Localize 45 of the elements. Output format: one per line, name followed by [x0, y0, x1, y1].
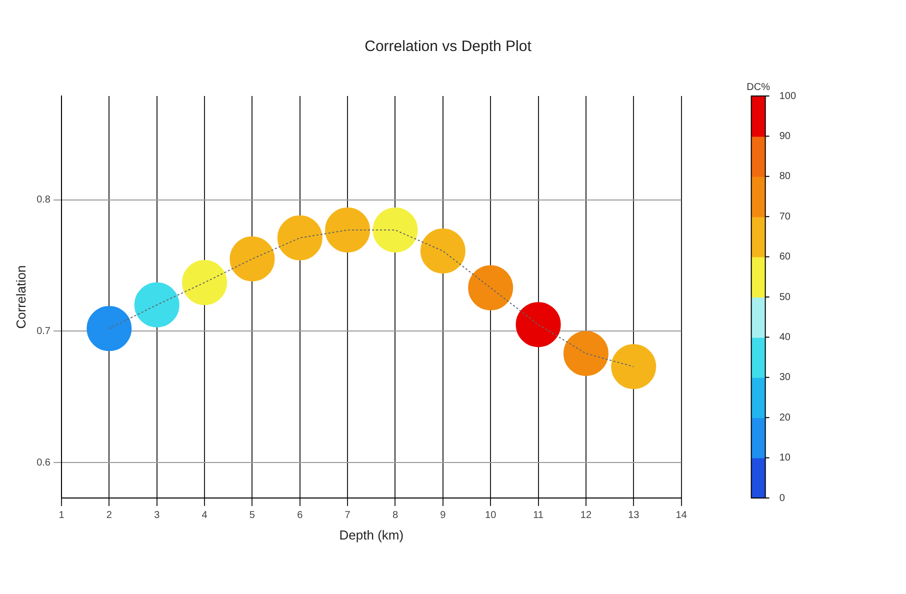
color-bar-label: 30	[779, 372, 791, 384]
point	[563, 330, 608, 376]
x-tick-label: 1	[58, 510, 65, 521]
x-tick-label: 6	[297, 510, 304, 521]
point	[277, 215, 322, 260]
color-bar-label: 20	[779, 412, 791, 424]
x-tick-label: 14	[676, 510, 688, 521]
line-series	[108, 230, 634, 368]
y-tick-label: 0.7	[36, 326, 51, 337]
point	[134, 282, 180, 328]
x-tick-label: 12	[580, 510, 592, 521]
color-bar-label: 100	[779, 90, 796, 102]
x-tick-label: 13	[628, 510, 640, 521]
x-tick-label: 4	[202, 510, 208, 521]
x-axis-title: Depth (km)	[339, 527, 404, 542]
point	[182, 260, 228, 306]
color-bar-label: 10	[779, 452, 791, 464]
color-bar-label: 80	[779, 171, 791, 182]
chart-title: Correlation vs Depth Plot	[364, 38, 532, 56]
color-bar-label: 90	[779, 130, 791, 142]
point	[86, 306, 132, 352]
x-tick-label: 11	[533, 510, 544, 521]
point	[611, 344, 656, 390]
point	[372, 208, 418, 252]
color-bar-label: 50	[779, 292, 791, 303]
color-bar-label: 40	[779, 332, 791, 343]
y-axis-title: Correlation	[13, 265, 28, 329]
y-tick-label: 0.8	[36, 194, 51, 206]
x-tick-label: 2	[106, 510, 112, 521]
x-tick-label: 3	[154, 510, 160, 521]
point	[420, 228, 466, 274]
x-tick-label: 9	[440, 510, 446, 521]
y-tick-label: 0.6	[36, 457, 51, 468]
color-bar-label: 60	[779, 252, 791, 263]
point	[230, 236, 275, 282]
color-bar-label: 70	[779, 211, 791, 222]
color-bar-title: DC%	[746, 82, 770, 93]
x-tick-label: 8	[392, 510, 398, 521]
x-tick-label: 5	[249, 510, 256, 521]
color-bar-label: 0	[779, 492, 786, 504]
point	[516, 302, 561, 348]
point	[468, 265, 514, 310]
x-tick-label: 10	[485, 510, 497, 521]
point	[325, 208, 370, 252]
x-tick-label: 7	[344, 510, 351, 521]
